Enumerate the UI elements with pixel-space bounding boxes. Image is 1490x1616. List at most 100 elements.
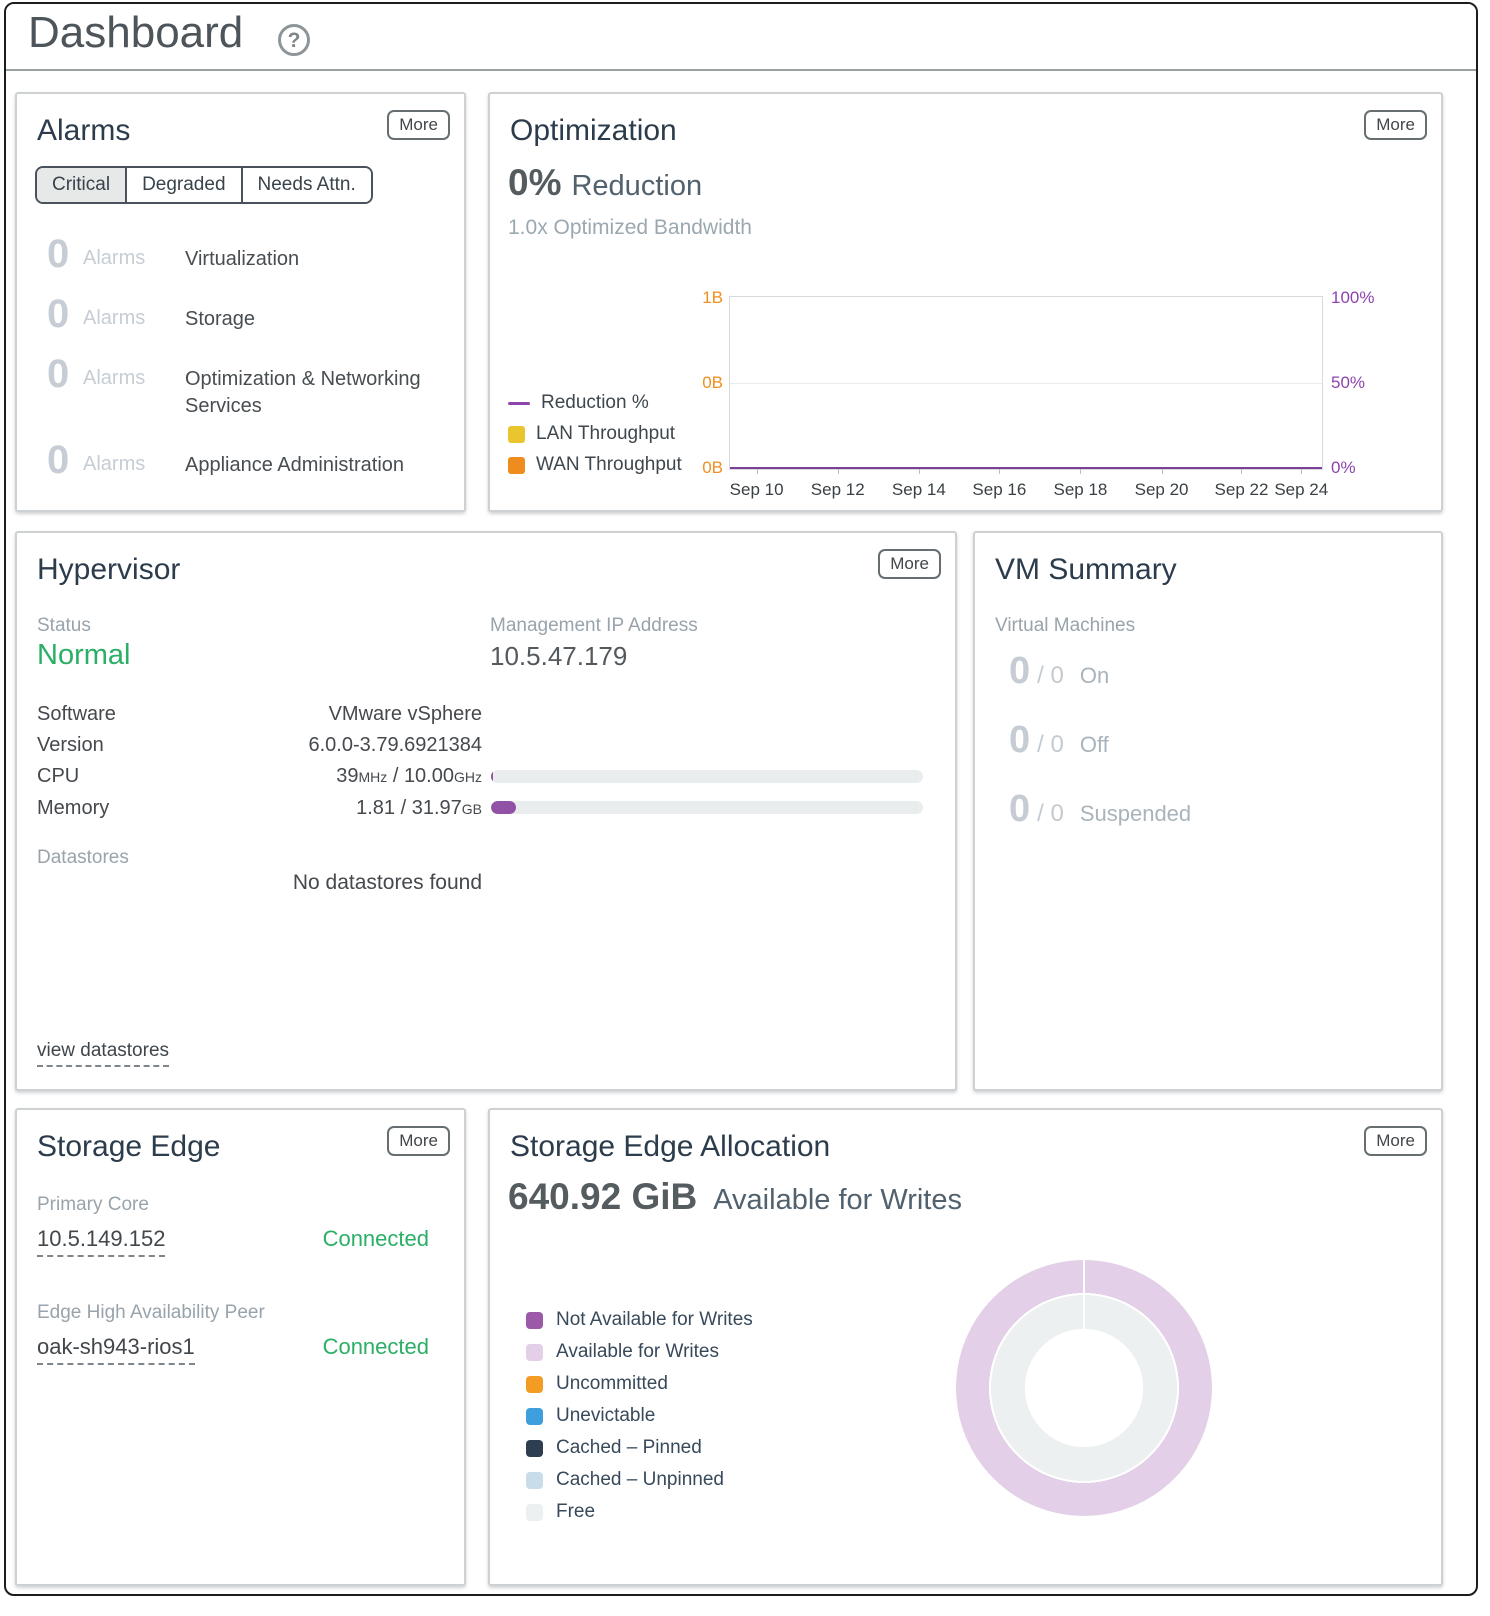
status-label: Status (37, 615, 91, 636)
lan-swatch-icon (508, 425, 525, 443)
tab-needs-attn[interactable]: Needs Attn. (240, 168, 371, 202)
vm-state-label: Suspended (1079, 801, 1192, 826)
not-available-swatch-icon (526, 1311, 543, 1329)
legend-label: LAN Throughput (536, 423, 676, 444)
vm-rows: 0 / 0 On 0 / 0 Off 0 / 0 Suspended (1009, 651, 1191, 829)
legend-label: Not Available for Writes (556, 1309, 753, 1330)
cpu-usage-bar (491, 770, 923, 783)
view-datastores-link[interactable]: view datastores (37, 1040, 170, 1067)
x-axis-tick (1161, 469, 1163, 474)
tab-degraded[interactable]: Degraded (125, 168, 241, 202)
vm-count: 0 (1009, 788, 1031, 830)
legend-label: Uncommitted (556, 1373, 668, 1394)
memory-unit: GB (461, 801, 482, 817)
y-axis-left-tick: 1B (702, 288, 723, 307)
allocation-donut-chart (956, 1260, 1212, 1516)
primary-core-row: 10.5.149.152 Connected (37, 1226, 429, 1257)
legend-item-lan: LAN Throughput (508, 423, 682, 445)
vm-summary-title: VM Summary (995, 553, 1177, 586)
x-axis-tick (999, 469, 1001, 474)
y-axis-right-tick: 0% (1331, 458, 1356, 477)
x-axis-tick (756, 469, 758, 474)
y-axis-right-tick: 50% (1331, 373, 1366, 392)
legend-label: Cached – Pinned (556, 1437, 702, 1458)
x-axis-label: Sep 14 (891, 480, 946, 499)
cached-unpinned-swatch-icon (526, 1471, 543, 1489)
vm-total: / 0 (1037, 800, 1064, 827)
cpu-usage-bar-fill (491, 770, 493, 783)
alarm-unit: Alarms (83, 307, 146, 329)
alarms-severity-tabs: Critical Degraded Needs Attn. (35, 166, 373, 204)
ha-peer-status: Connected (322, 1334, 429, 1359)
x-axis-tick (837, 469, 839, 474)
reduction-headline: 0% Reduction (508, 162, 702, 204)
vm-count: 0 (1009, 650, 1031, 692)
free-swatch-icon (526, 1503, 543, 1521)
reduction-line-marker-icon (508, 401, 530, 405)
uncommitted-swatch-icon (526, 1375, 543, 1393)
legend-item-uncommitted: Uncommitted (526, 1373, 753, 1395)
optimization-more-button[interactable]: More (1364, 110, 1427, 140)
hypervisor-details: Software VMware vSphere Version 6.0.0-3.… (37, 699, 482, 825)
allocation-more-button[interactable]: More (1364, 1126, 1427, 1156)
legend-item-cached-pinned: Cached – Pinned (526, 1437, 753, 1459)
help-icon[interactable]: ? (278, 24, 310, 56)
x-axis-tick (1080, 469, 1082, 474)
alarms-more-button[interactable]: More (387, 110, 450, 140)
hypervisor-more-button[interactable]: More (878, 549, 941, 579)
x-axis-tick (1241, 469, 1243, 474)
ha-peer-label: Edge High Availability Peer (37, 1302, 265, 1323)
vm-row-suspended: 0 / 0 Suspended (1009, 789, 1191, 829)
reduction-zero-line (730, 467, 1322, 469)
throughput-reduction-chart: 1B 0B 0B 100% 50% 0% Sep 10 Sep 12 Sep 1… (702, 288, 1374, 499)
unevictable-swatch-icon (526, 1407, 543, 1425)
reduction-label: Reduction (571, 170, 703, 202)
storage-edge-more-button[interactable]: More (387, 1126, 450, 1156)
primary-core-status: Connected (322, 1226, 429, 1251)
software-row: Software VMware vSphere (37, 699, 482, 730)
hypervisor-title: Hypervisor (37, 553, 181, 586)
vm-state-label: On (1079, 663, 1110, 688)
x-axis-label: Sep 10 (729, 480, 784, 499)
y-axis-right-tick: 100% (1331, 288, 1375, 307)
vm-row-on: 0 / 0 On (1009, 651, 1191, 691)
ha-peer-link[interactable]: oak-sh943-rios1 (37, 1334, 195, 1365)
x-axis-tick (1301, 469, 1303, 474)
x-axis-label: Sep 18 (1053, 480, 1108, 499)
x-axis-label: Sep 12 (810, 480, 865, 499)
vm-row-off: 0 / 0 Off (1009, 720, 1191, 760)
primary-core-label: Primary Core (37, 1194, 149, 1215)
donut-segment-divider (1083, 1260, 1085, 1330)
storage-edge-allocation-panel: Storage Edge Allocation More 640.92 GiB … (488, 1108, 1443, 1586)
gridline (730, 383, 1322, 384)
version-value: 6.0.0-3.79.6921384 (308, 734, 483, 756)
status-value: Normal (37, 639, 131, 671)
x-axis-label: Sep 16 (972, 480, 1027, 499)
available-for-writes-headline: 640.92 GiB Available for Writes (508, 1176, 962, 1218)
alarm-category: Optimization & Networking Services (185, 368, 421, 417)
legend-label: Reduction % (541, 392, 649, 413)
tab-critical[interactable]: Critical (37, 168, 126, 202)
vm-state-label: Off (1079, 732, 1109, 757)
available-value: 640.92 GiB (508, 1176, 698, 1217)
alarm-category: Virtualization (185, 248, 300, 270)
legend-item-not-available: Not Available for Writes (526, 1309, 753, 1331)
storage-edge-title: Storage Edge (37, 1130, 221, 1163)
cpu-total-unit: GHz (454, 769, 482, 785)
vm-total: / 0 (1037, 731, 1064, 758)
alarm-category: Storage (185, 308, 256, 330)
storage-edge-panel: Storage Edge More Primary Core 10.5.149.… (15, 1108, 466, 1586)
vm-summary-panel: VM Summary Virtual Machines 0 / 0 On 0 /… (973, 531, 1443, 1091)
cpu-used-unit: MHz (358, 769, 388, 785)
software-label: Software (37, 703, 116, 725)
wan-swatch-icon (508, 456, 525, 474)
ha-peer-row: oak-sh943-rios1 Connected (37, 1334, 429, 1365)
primary-core-link[interactable]: 10.5.149.152 (37, 1226, 166, 1257)
optimization-legend: Reduction % LAN Throughput WAN Throughpu… (508, 392, 682, 476)
optimization-panel: Optimization More 0% Reduction 1.0x Opti… (488, 92, 1443, 512)
page-title: Dashboard (28, 8, 244, 57)
virtual-machines-label: Virtual Machines (995, 615, 1136, 636)
allocation-title: Storage Edge Allocation (510, 1130, 831, 1163)
alarm-unit: Alarms (83, 367, 146, 389)
hypervisor-panel: Hypervisor More Status Normal Management… (15, 531, 957, 1091)
